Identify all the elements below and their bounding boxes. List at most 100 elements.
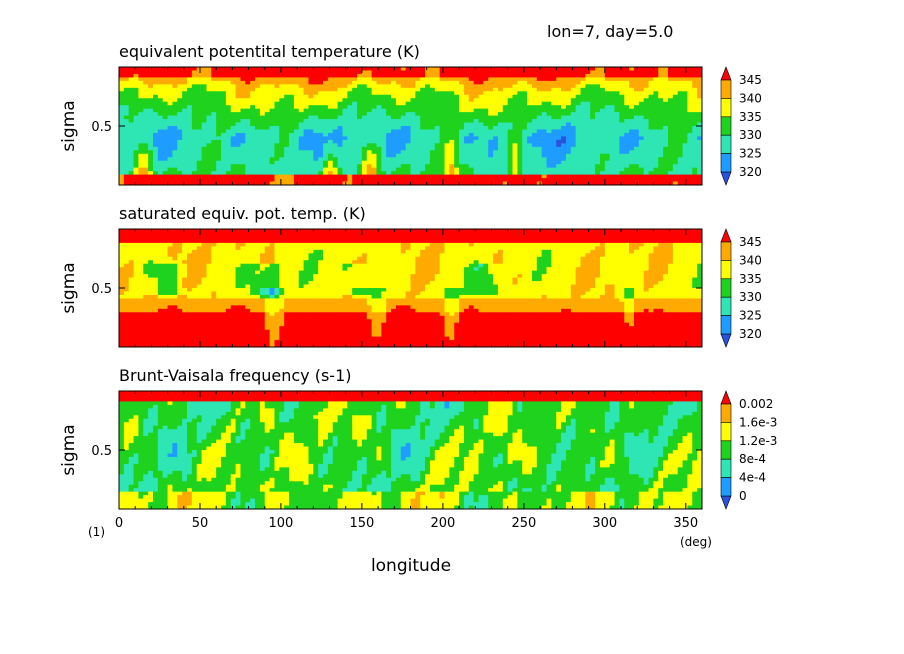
contour-cell	[687, 73, 693, 79]
contour-cell	[667, 157, 674, 162]
contour-cell	[245, 101, 251, 106]
contour-cell	[565, 164, 572, 169]
contour-cell	[177, 308, 183, 313]
contour-cell	[677, 112, 684, 117]
contour-cell	[240, 91, 246, 96]
contour-cell	[167, 157, 174, 162]
contour-cell	[240, 94, 246, 99]
contour-cell	[264, 181, 271, 185]
contour-cell	[172, 122, 178, 127]
contour-cell	[216, 343, 222, 347]
contour-cell	[663, 108, 669, 113]
contour-cell	[449, 105, 455, 110]
contour-cell	[264, 80, 271, 85]
contour-cell	[342, 126, 348, 131]
contour-cell	[128, 108, 135, 113]
contour-cell	[230, 122, 237, 127]
contour-cell	[206, 91, 212, 96]
contour-cell	[352, 122, 358, 127]
contour-cell	[191, 160, 198, 165]
contour-cell	[162, 298, 169, 303]
contour-cell	[444, 101, 450, 106]
contour-cell	[298, 132, 305, 138]
contour-cell	[128, 174, 135, 179]
contour-cell	[293, 70, 300, 75]
contour-cell	[570, 80, 577, 85]
contour-cell	[352, 112, 358, 117]
contour-cell	[459, 129, 465, 134]
contour-cell	[177, 160, 183, 165]
contour-cell	[211, 340, 217, 345]
contour-cell	[128, 73, 135, 79]
contour-cell	[439, 101, 446, 106]
contour-cell	[410, 132, 416, 138]
contour-cell	[410, 98, 416, 103]
contour-cell	[551, 87, 557, 92]
contour-cell	[211, 146, 217, 151]
contour-cell	[259, 171, 266, 176]
contour-cell	[196, 129, 203, 134]
contour-cell	[289, 136, 295, 141]
contour-cell	[182, 263, 188, 268]
contour-cell	[138, 136, 144, 141]
contour-cell	[196, 178, 203, 183]
contour-cell	[230, 242, 237, 247]
contour-cell	[391, 87, 397, 92]
contour-cell	[162, 115, 169, 120]
contour-cell	[439, 80, 446, 85]
contour-cell	[196, 122, 203, 127]
contour-cell	[138, 322, 144, 327]
contour-cell	[629, 157, 635, 162]
contour-cell	[211, 312, 217, 317]
contour-cell	[342, 153, 348, 158]
contour-cell	[551, 126, 557, 131]
contour-cell	[517, 80, 523, 85]
contour-cell	[206, 139, 212, 144]
contour-cell	[546, 108, 552, 113]
contour-cell	[133, 122, 140, 127]
contour-cell	[201, 181, 208, 185]
contour-cell	[653, 101, 659, 106]
contour-cell	[415, 126, 421, 131]
contour-cell	[357, 101, 363, 106]
contour-cell	[463, 150, 470, 155]
contour-cell	[138, 94, 144, 99]
contour-cell	[400, 119, 407, 124]
contour-cell	[459, 143, 465, 148]
contour-cell	[153, 274, 159, 279]
contour-cell	[366, 94, 373, 99]
contour-cell	[289, 153, 295, 158]
contour-cell	[313, 139, 319, 144]
contour-cell	[191, 164, 198, 169]
contour-cell	[119, 288, 125, 293]
contour-cell	[512, 122, 518, 127]
contour-cell	[429, 67, 436, 72]
contour-cell	[653, 181, 659, 185]
contour-cell	[488, 87, 494, 92]
contour-cell	[429, 112, 436, 117]
contour-cell	[463, 87, 470, 92]
contour-cell	[133, 91, 140, 96]
contour-cell	[633, 157, 640, 162]
contour-cell	[225, 101, 232, 106]
contour-cell	[648, 136, 655, 141]
contour-cell	[561, 129, 567, 134]
contour-cell	[512, 146, 518, 151]
contour-cell	[410, 178, 416, 183]
contour-cell	[561, 153, 567, 158]
contour-cell	[196, 181, 203, 185]
contour-cell	[221, 253, 227, 258]
contour-cell	[629, 136, 635, 141]
contour-cell	[245, 146, 251, 151]
contour-cell	[211, 119, 217, 124]
contour-cell	[638, 80, 645, 85]
contour-cell	[128, 157, 135, 162]
contour-cell	[459, 136, 465, 141]
contour-cell	[259, 132, 266, 138]
contour-cell	[522, 139, 528, 144]
contour-cell	[565, 178, 572, 183]
contour-cell	[507, 153, 514, 158]
contour-cell	[274, 105, 280, 110]
contour-cell	[211, 260, 217, 265]
contour-cell	[522, 164, 528, 169]
